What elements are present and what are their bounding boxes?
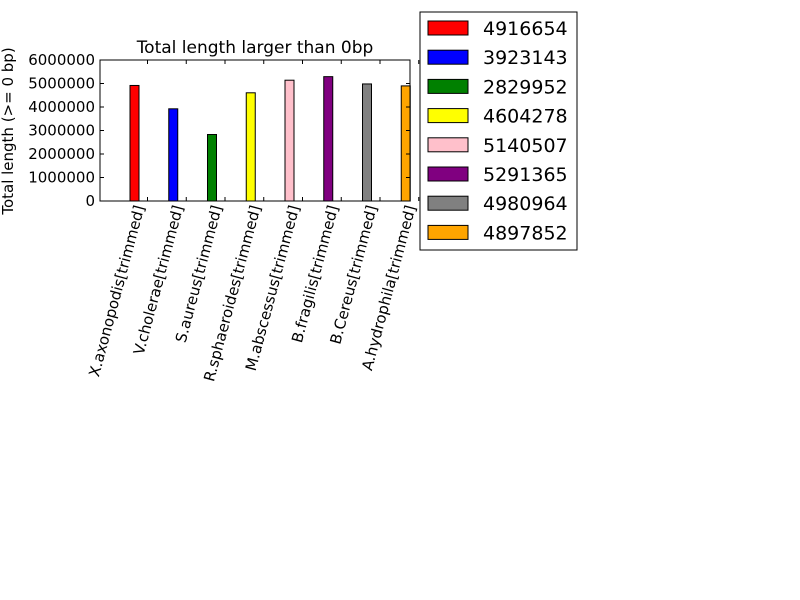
legend-label: 4980964 [483, 193, 568, 215]
legend-label: 4897852 [483, 222, 568, 244]
bar [284, 79, 295, 202]
y-tick-label: 4000000 [28, 98, 95, 116]
legend-swatch [427, 224, 469, 240]
legend-label: 2829952 [483, 76, 568, 98]
legend-label: 4916654 [483, 18, 568, 40]
bar [362, 83, 372, 202]
y-tick-label: 1000000 [28, 169, 95, 187]
legend-label: 5140507 [483, 135, 568, 157]
bar [129, 84, 140, 202]
legend-label: 4604278 [483, 106, 568, 128]
y-axis-ticks: 0 1000000 2000000 3000000 4000000 5000000 6000… [28, 51, 410, 210]
legend-swatch [427, 195, 469, 211]
bar [207, 133, 217, 202]
y-tick-label: 5000000 [28, 75, 95, 93]
y-tick-label: 2000000 [28, 145, 95, 163]
legend-label: 5291365 [483, 164, 568, 186]
legend: 4916654 3923143 2829952 4604278 5140507 52913… [419, 11, 578, 251]
y-axis-label: Total length (>= 0 bp) [0, 47, 17, 215]
legend-swatch [427, 20, 469, 36]
legend-swatch [427, 49, 469, 65]
bar [168, 108, 179, 202]
legend-swatch [427, 78, 469, 94]
legend-swatch [427, 166, 469, 182]
chart-title: Total length larger than 0bp [136, 38, 374, 58]
y-tick-label: 0 [85, 192, 95, 210]
y-tick-label: 6000000 [28, 51, 95, 69]
legend-label: 3923143 [483, 47, 568, 69]
bar [400, 85, 411, 202]
legend-swatch [427, 108, 469, 124]
bar [245, 92, 256, 202]
bar [323, 76, 334, 202]
legend-swatch [427, 137, 469, 153]
y-tick-label: 3000000 [28, 122, 95, 140]
